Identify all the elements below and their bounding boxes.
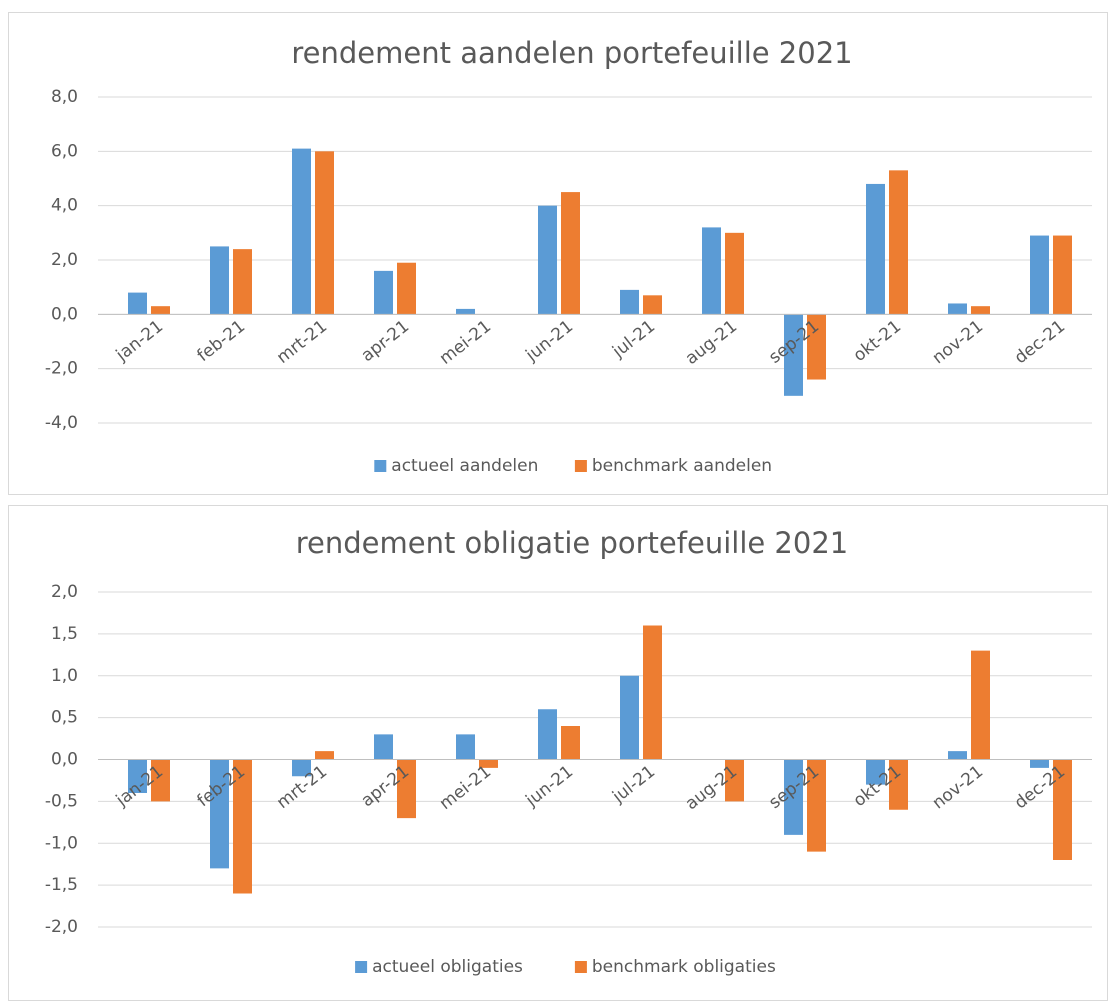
y-tick-label: 8,0 <box>51 87 78 107</box>
bar <box>1053 235 1072 315</box>
bar <box>151 306 170 315</box>
bar <box>643 625 662 760</box>
y-tick-label: -1,0 <box>45 833 78 853</box>
bar <box>456 308 475 315</box>
chart-title: rendement obligatie portefeuille 2021 <box>296 526 849 560</box>
bar <box>1030 235 1049 315</box>
bar <box>971 306 990 315</box>
chart: rendement aandelen portefeuille 2021 -4,… <box>8 12 1108 495</box>
bar <box>479 759 498 768</box>
chart-border <box>8 505 1108 1001</box>
bar <box>1053 759 1072 860</box>
bar <box>620 675 639 760</box>
y-tick-label: 0,5 <box>51 708 78 728</box>
y-tick-label: 1,0 <box>51 666 78 686</box>
y-tick-label: 6,0 <box>51 141 78 161</box>
bar <box>1030 759 1049 768</box>
bar <box>889 759 908 810</box>
bar <box>210 246 229 315</box>
y-tick-label: 2,0 <box>51 250 78 270</box>
bar <box>784 759 803 835</box>
chart-title: rendement aandelen portefeuille 2021 <box>291 36 852 70</box>
bar <box>397 262 416 315</box>
legend-swatch <box>574 961 587 973</box>
bar <box>151 759 170 802</box>
y-tick-label: -0,5 <box>45 791 78 811</box>
bar <box>233 249 252 315</box>
bar <box>561 726 580 760</box>
bar <box>292 148 311 315</box>
legend-swatch <box>374 460 387 472</box>
bar <box>374 270 393 315</box>
y-tick-label: -1,5 <box>45 875 78 895</box>
y-tick-label: 0,0 <box>51 304 78 324</box>
bar <box>889 170 908 315</box>
bar <box>702 227 721 315</box>
bar <box>233 759 252 894</box>
bar <box>725 232 744 315</box>
bar <box>948 751 967 760</box>
y-tick-label: 4,0 <box>51 196 78 216</box>
bar <box>807 314 826 380</box>
bar <box>128 759 147 793</box>
bar <box>128 292 147 315</box>
bar <box>538 205 557 315</box>
bar <box>374 734 393 760</box>
bar <box>866 759 885 785</box>
bar <box>397 759 416 819</box>
legend-swatch <box>355 961 368 973</box>
legend-label: benchmark aandelen <box>592 456 772 476</box>
y-tick-label: -2,0 <box>45 917 78 937</box>
chart: rendement obligatie portefeuille 2021 -2… <box>8 505 1108 1001</box>
y-tick-label: 0,0 <box>51 750 78 770</box>
legend-label: actueel obligaties <box>372 957 523 977</box>
y-tick-label: -2,0 <box>45 359 78 379</box>
y-tick-label: 1,5 <box>51 624 78 644</box>
bar <box>620 289 639 315</box>
chart-border <box>8 12 1108 495</box>
legend-label: actueel aandelen <box>391 456 538 476</box>
y-tick-label: 2,0 <box>51 582 78 602</box>
bar <box>315 151 334 315</box>
bar <box>292 759 311 777</box>
bar <box>210 759 229 869</box>
bar <box>561 192 580 315</box>
bar <box>971 650 990 760</box>
bar <box>315 751 334 760</box>
bar <box>948 303 967 315</box>
bar <box>866 183 885 315</box>
bar <box>538 709 557 760</box>
bar <box>725 759 744 802</box>
bar <box>784 314 803 396</box>
bar <box>456 734 475 760</box>
bar <box>643 295 662 315</box>
y-tick-label: -4,0 <box>45 413 78 433</box>
legend-swatch <box>574 460 587 472</box>
bar <box>807 759 826 852</box>
legend-label: benchmark obligaties <box>592 957 776 977</box>
